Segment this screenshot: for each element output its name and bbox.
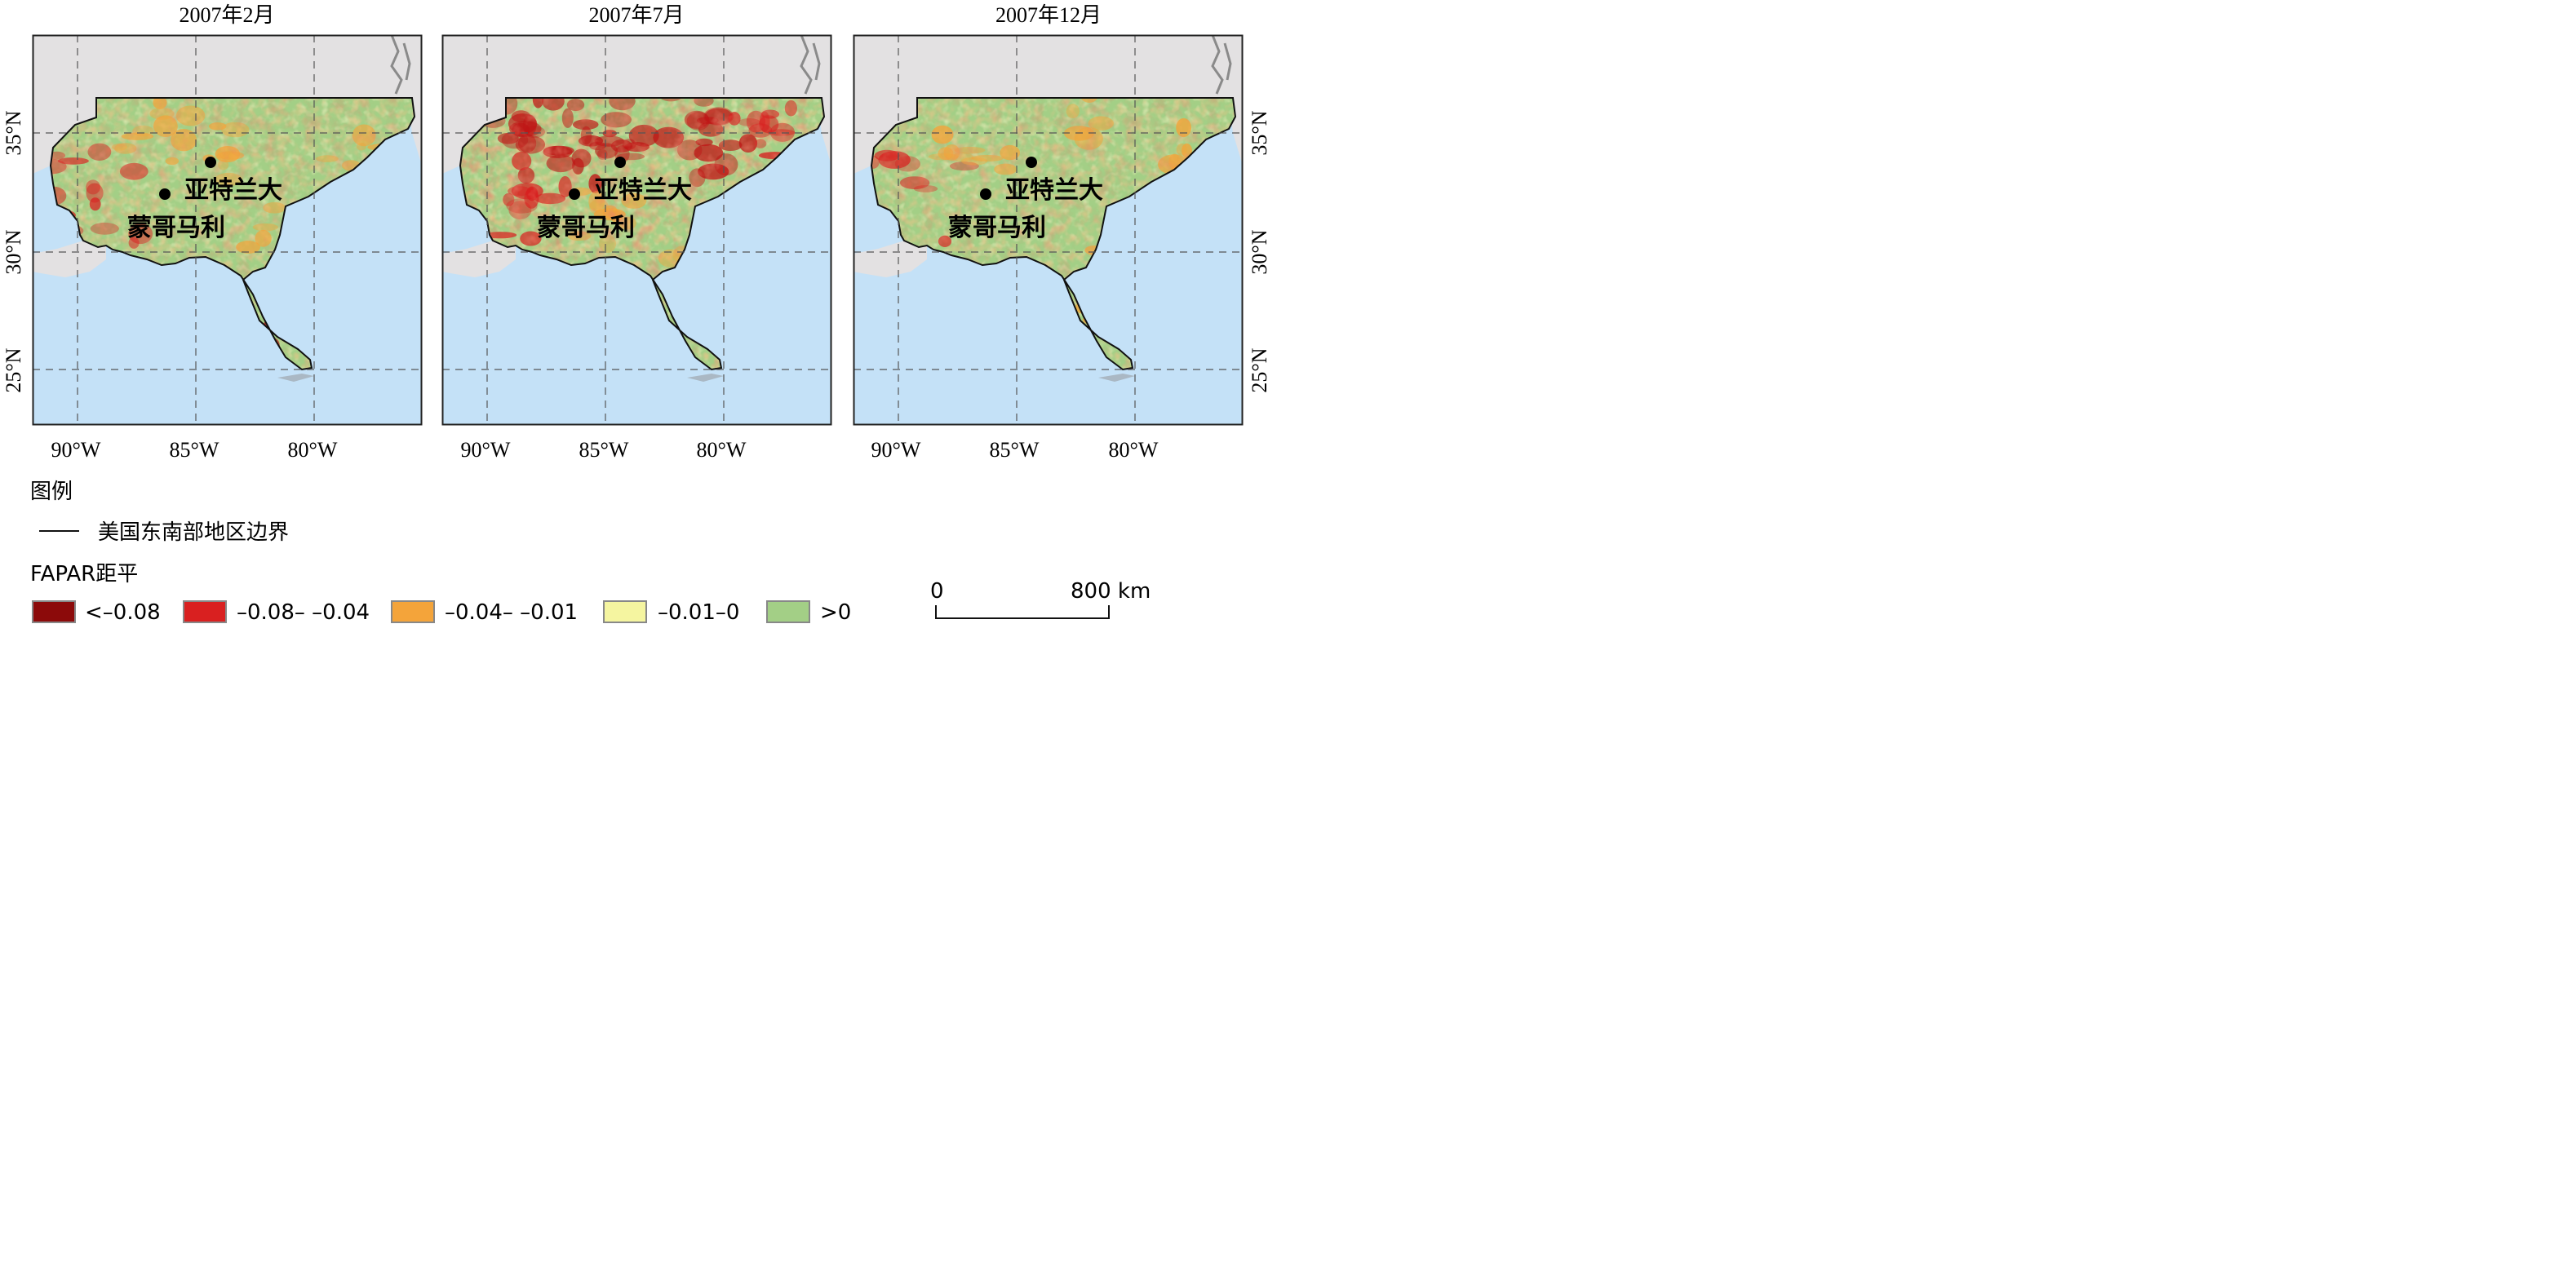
montgomery-marker [159,188,171,200]
panel-frame [32,34,423,426]
panel-frame [441,34,832,426]
outside-land [33,241,106,277]
scale-bar-line [935,605,1110,619]
legend-heading: 图例 [30,480,73,504]
legend-class-label: >0 [820,600,851,625]
y-tick-label: 35°N [2,110,25,155]
legend-swatch-class-2 [183,600,227,623]
montgomery-marker [980,188,991,200]
outside-land [853,35,1243,174]
atlanta-label: 亚特兰大 [1005,176,1103,205]
panel-title-feb: 2007年2月 [179,3,274,27]
legend-swatch-class-3 [391,600,435,623]
atlanta-marker [614,157,626,168]
outside-land [442,241,516,277]
legend-class-label: –0.08– –0.04 [237,600,370,625]
panel-title-dec: 2007年12月 [995,3,1102,27]
y-tick-label: 30°N [2,229,25,274]
legend-swatch-class-4 [603,600,647,623]
keys-islands [687,374,724,382]
keys-islands [277,374,314,382]
legend-class-label: –0.04– –0.01 [445,600,578,625]
scale-start-label: 0 [930,579,944,604]
y-axis-labels-left: 35°N 30°N 25°N [2,110,25,392]
atlanta-marker [205,157,216,168]
scale-end-label: 800 km [1071,579,1151,604]
outside-land [442,35,831,174]
x-tick-label: 80°W [1109,438,1159,462]
legend-class-label: –0.01–0 [658,600,739,625]
outside-land [33,35,422,174]
atlanta-label: 亚特兰大 [184,176,282,205]
coastline-detail [390,35,411,95]
legend-class-label: <–0.08 [85,600,161,625]
montgomery-label: 蒙哥马利 [127,214,225,242]
x-tick-label: 80°W [288,438,338,462]
legend-fapar-heading: FAPAR距平 [30,562,138,586]
atlanta-marker [1026,157,1037,168]
legend-swatch-class-1 [32,600,76,623]
y-tick-label: 35°N [1248,110,1271,155]
montgomery-marker [569,188,580,200]
legend: 图例 美国东南部地区边界 FAPAR距平 <–0.08 –0.08– –0.04… [30,480,851,625]
y-axis-labels-right: 35°N 30°N 25°N [1248,110,1271,392]
montgomery-label: 蒙哥马利 [537,214,635,242]
x-tick-label: 80°W [697,438,747,462]
legend-swatch-class-5 [766,600,810,623]
y-tick-label: 25°N [2,347,25,392]
x-tick-label: 85°W [170,438,219,462]
outside-land [853,241,927,277]
panel-frame [853,34,1244,426]
y-tick-label: 25°N [1248,347,1271,392]
montgomery-label: 蒙哥马利 [948,214,1046,242]
x-tick-label: 85°W [579,438,629,462]
atlanta-label: 亚特兰大 [594,176,692,205]
coastline-detail [800,35,821,95]
legend-boundary-label: 美国东南部地区边界 [98,520,289,545]
x-tick-label: 85°W [990,438,1040,462]
scale-bar: 0 800 km [930,579,1151,619]
keys-islands [1098,374,1135,382]
x-axis-labels: 90°W 85°W 80°W 90°W 85°W 80°W 90°W 85°W … [51,438,1159,462]
y-tick-label: 30°N [1248,229,1271,274]
x-tick-label: 90°W [871,438,921,462]
panel-title-jul: 2007年7月 [588,3,684,27]
coastline-detail [1211,35,1232,95]
x-tick-label: 90°W [461,438,511,462]
x-tick-label: 90°W [51,438,101,462]
